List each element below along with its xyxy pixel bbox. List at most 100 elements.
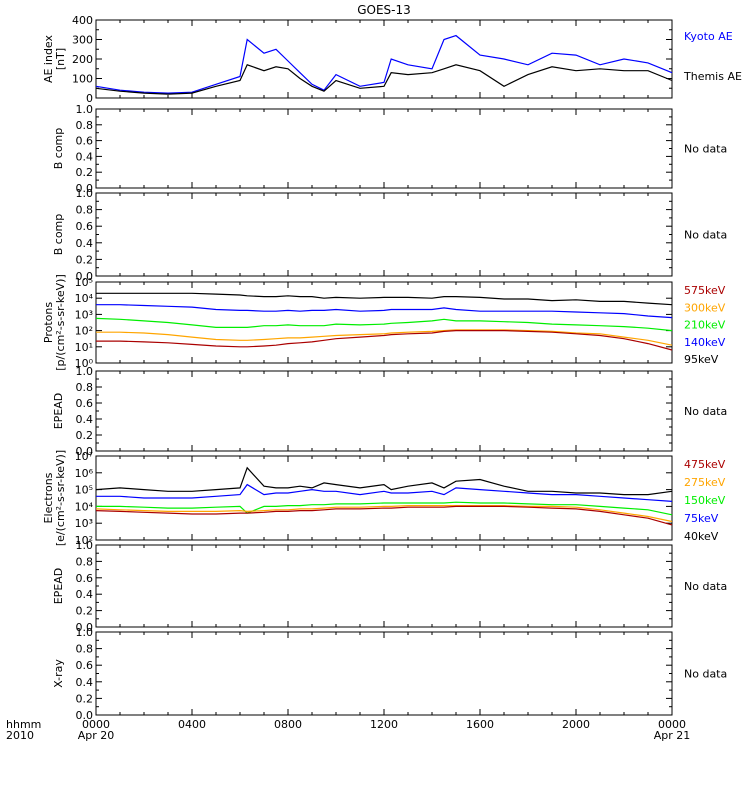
- y-tick-label: 10⁵: [75, 484, 93, 497]
- series-electrons-40kev: [95, 466, 673, 496]
- y-tick-label: 0.2: [76, 253, 94, 266]
- y-tick-label: 0.0: [76, 270, 94, 283]
- y-tick-label: 0.6: [76, 397, 94, 410]
- y-tick-label: 1.0: [76, 103, 94, 116]
- panel-bcomp1: 0.0 0.2 0.4 0.6 0.8 1.0 B comp No data: [52, 103, 727, 195]
- y-tick-label: 10¹: [75, 341, 93, 354]
- y-tick-label: 0.6: [76, 572, 94, 585]
- x-tick-label: 0400: [178, 718, 206, 731]
- panel-frame-epead2: [95, 544, 673, 628]
- y-axis-label: [e/(cm²-s-sr-keV)]: [54, 450, 67, 546]
- y-tick-label: 200: [72, 53, 93, 66]
- y-axis-label: X-ray: [52, 659, 65, 688]
- series-electrons-475kev: [95, 505, 673, 526]
- y-tick-label: 0.8: [76, 119, 94, 132]
- y-tick-label: 0.6: [76, 220, 94, 233]
- x-corner-label-year: 2010: [6, 729, 34, 742]
- x-date-label: Apr 20: [78, 729, 115, 742]
- y-axis-label: [nT]: [54, 48, 67, 70]
- y-axis-label: EPEAD: [52, 393, 65, 430]
- panels-group: 0 100 200 300 400 AE index [nT] Kyoto AE Themis …: [42, 14, 742, 722]
- x-corner-label-hhmm: hhmm: [6, 718, 41, 731]
- y-tick-label: 10³: [75, 308, 93, 321]
- legend-575kev: 575keV: [684, 284, 726, 297]
- x-date-label: Apr 21: [654, 729, 691, 742]
- y-axis-label: EPEAD: [52, 568, 65, 605]
- y-tick-label: 1.0: [76, 187, 94, 200]
- panel-ae: 0 100 200 300 400 AE index [nT] Kyoto AE Themis …: [42, 14, 742, 105]
- y-tick-label: 10⁶: [75, 467, 94, 480]
- series-protons-300kev: [96, 329, 673, 346]
- legend-140kev: 140keV: [684, 336, 726, 349]
- legend-95kev: 95keV: [684, 353, 719, 366]
- legend-no-data: No data: [684, 580, 727, 593]
- y-tick-label: 0.4: [76, 237, 94, 250]
- y-tick-label: 0.4: [76, 413, 94, 426]
- legend-no-data: No data: [684, 143, 727, 156]
- x-tick-label: 1200: [370, 718, 398, 731]
- y-axis-label: Electrons: [42, 472, 55, 523]
- y-tick-label: 0.0: [76, 709, 94, 722]
- panel-bcomp2: 0.0 0.2 0.4 0.6 0.8 1.0 B comp No data: [52, 187, 727, 283]
- y-tick-label: 10²: [75, 325, 93, 338]
- legend-75kev: 75keV: [684, 512, 719, 525]
- y-tick-label: 1.0: [76, 626, 94, 639]
- legend-300kev: 300keV: [684, 301, 726, 314]
- series-electrons-75kev: [96, 483, 673, 502]
- y-tick-label: 0.0: [76, 621, 94, 634]
- x-tick-label: 0800: [274, 718, 302, 731]
- y-tick-label: 10³: [75, 517, 93, 530]
- legend-475kev: 475keV: [684, 458, 726, 471]
- series-protons-575kev: [96, 330, 673, 351]
- y-tick-label: 0.6: [76, 659, 94, 672]
- plot-title: GOES-13: [357, 3, 411, 17]
- panel-frame-xray: [95, 631, 673, 716]
- series-protons-210kev: [95, 317, 673, 332]
- x-tick-label: 0000: [658, 718, 686, 731]
- y-tick-label: 0.2: [76, 166, 94, 179]
- y-tick-label: 0.2: [76, 692, 94, 705]
- y-tick-label: 10²: [75, 534, 93, 547]
- y-tick-label: 10⁴: [75, 500, 94, 513]
- legend-no-data: No data: [684, 668, 727, 681]
- y-tick-label: 1.0: [76, 365, 94, 378]
- series-protons-95kev: [96, 292, 673, 306]
- panel-xray: 0.0 0.2 0.4 0.6 0.8 1.0 X-ray No data: [52, 626, 727, 722]
- y-tick-label: 0.4: [76, 588, 94, 601]
- series-ae-themis-ae: [95, 64, 673, 95]
- panel-epead2: 0.0 0.2 0.4 0.6 0.8 1.0 EPEAD No data: [52, 539, 727, 634]
- legend-275kev: 275keV: [684, 476, 726, 489]
- legend-no-data: No data: [684, 229, 727, 242]
- x-tick-label: 0000: [82, 718, 110, 731]
- legend-themis-ae: Themis AE: [683, 70, 742, 83]
- legend-kyoto-ae: Kyoto AE: [684, 30, 733, 43]
- panel-frame-bcomp1: [95, 108, 673, 189]
- y-tick-label: 0.0: [76, 182, 94, 195]
- series-protons-140kev: [96, 304, 673, 319]
- y-tick-label: 0.4: [76, 150, 94, 163]
- y-tick-label: 10⁴: [75, 292, 94, 305]
- series-ae-kyoto-ae: [95, 34, 673, 94]
- y-tick-label: 0.6: [76, 135, 94, 148]
- y-tick-label: 0.4: [76, 676, 94, 689]
- y-tick-label: 0.8: [76, 381, 94, 394]
- legend-150kev: 150keV: [684, 494, 726, 507]
- y-tick-label: 300: [72, 34, 93, 47]
- y-tick-label: 10⁵: [75, 276, 93, 289]
- panel-epead1: 0.0 0.2 0.4 0.6 0.8 1.0 EPEAD No data: [52, 365, 727, 458]
- y-axis-label: AE index: [42, 34, 55, 83]
- y-tick-label: 400: [72, 14, 93, 27]
- y-tick-label: 10⁰: [75, 357, 94, 370]
- panel-protons: 10⁰ 10¹ 10² 10³ 10⁴ 10⁵ Protons [p/(cm²-s-sr-ke…: [42, 274, 726, 371]
- y-tick-label: 0.0: [76, 445, 94, 458]
- legend-no-data: No data: [684, 405, 727, 418]
- legend-210kev: 210keV: [684, 319, 726, 332]
- x-tick-label: 1600: [466, 718, 494, 731]
- y-tick-label: 0.2: [76, 605, 94, 618]
- y-axis-label: [p/(cm²-s-sr-keV)]: [54, 274, 67, 371]
- legend-40kev: 40keV: [684, 530, 719, 543]
- y-tick-label: 0.2: [76, 429, 94, 442]
- x-tick-label: 2000: [562, 718, 590, 731]
